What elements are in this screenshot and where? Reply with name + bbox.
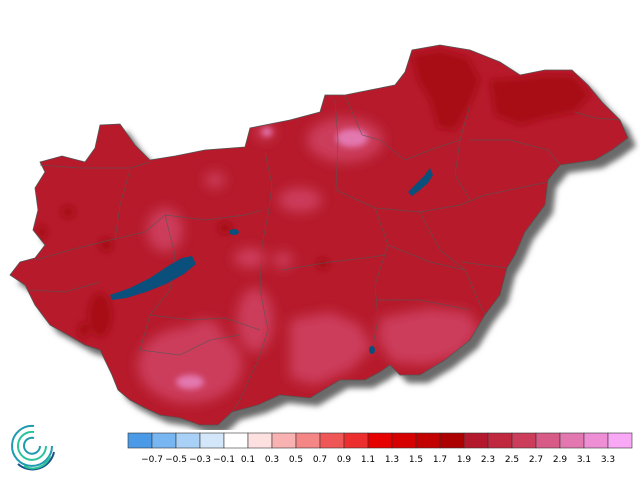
legend-swatch (151, 432, 177, 449)
county-boundaries (29, 94, 621, 413)
country-outline (9, 44, 629, 426)
legend-tick-label: −0.7 (141, 455, 163, 465)
legend-tick-label: −0.5 (165, 455, 187, 465)
legend-tick-label: −0.1 (213, 455, 235, 465)
swirl-logo-icon (11, 424, 55, 471)
anomaly-patches (37, 50, 590, 403)
legend-swatch (511, 432, 537, 449)
legend-swatch (463, 432, 489, 449)
legend-tick-label: 2.7 (529, 455, 543, 465)
legend-tick-label: 2.9 (553, 455, 568, 465)
legend-swatch (487, 432, 513, 449)
legend-swatch (583, 432, 609, 449)
legend-swatch (247, 432, 273, 449)
lakes (110, 168, 433, 354)
legend-tick-label: 0.5 (289, 455, 303, 465)
legend-tick-label: 1.7 (433, 455, 447, 465)
legend-tick-label: 0.9 (337, 455, 352, 465)
legend-tick-label: 1.3 (385, 455, 399, 465)
legend-tick-label: −0.3 (189, 455, 211, 465)
legend-swatch (223, 432, 249, 449)
legend-swatch (175, 432, 201, 449)
color-legend: −0.7 −0.5 −0.3 −0.1 0.1 0.3 0.5 0.7 0.9 1.1 1.3 1.5… (127, 432, 633, 465)
hungary-temperature-anomaly-map (9, 44, 636, 430)
legend-swatch (559, 432, 585, 449)
legend-tick-label: 0.1 (241, 455, 255, 465)
warm-anomaly-patches (138, 118, 480, 403)
legend-swatch (391, 432, 417, 449)
legend-tick-label: 0.3 (265, 455, 279, 465)
legend-swatch (439, 432, 465, 449)
legend-swatches (127, 432, 633, 449)
lake-velence (229, 229, 239, 235)
legend-swatch (295, 432, 321, 449)
lake-tisza (408, 168, 433, 196)
legend-swatch (343, 432, 369, 449)
legend-swatch (607, 432, 633, 449)
legend-tick-label: 0.7 (313, 455, 327, 465)
legend-swatch (271, 432, 297, 449)
dark-anomaly-patches (37, 50, 590, 338)
legend-tick-label: 1.9 (457, 455, 472, 465)
legend-swatch (199, 432, 225, 449)
legend-tick-labels: −0.7 −0.5 −0.3 −0.1 0.1 0.3 0.5 0.7 0.9 1.1 1.3 1.5… (141, 455, 615, 465)
lake-balaton (110, 256, 196, 300)
hot-anomaly-patches (176, 128, 368, 389)
legend-swatch (535, 432, 561, 449)
legend-swatch (319, 432, 345, 449)
lake-feher (369, 346, 375, 354)
legend-swatch (415, 432, 441, 449)
legend-tick-label: 2.5 (505, 455, 519, 465)
legend-swatch (127, 432, 153, 449)
legend-tick-label: 2.3 (481, 455, 495, 465)
legend-tick-label: 1.5 (409, 455, 423, 465)
legend-swatch (367, 432, 393, 449)
legend-tick-label: 1.1 (361, 455, 375, 465)
legend-tick-label: 3.3 (601, 455, 615, 465)
legend-tick-label: 3.1 (577, 455, 591, 465)
